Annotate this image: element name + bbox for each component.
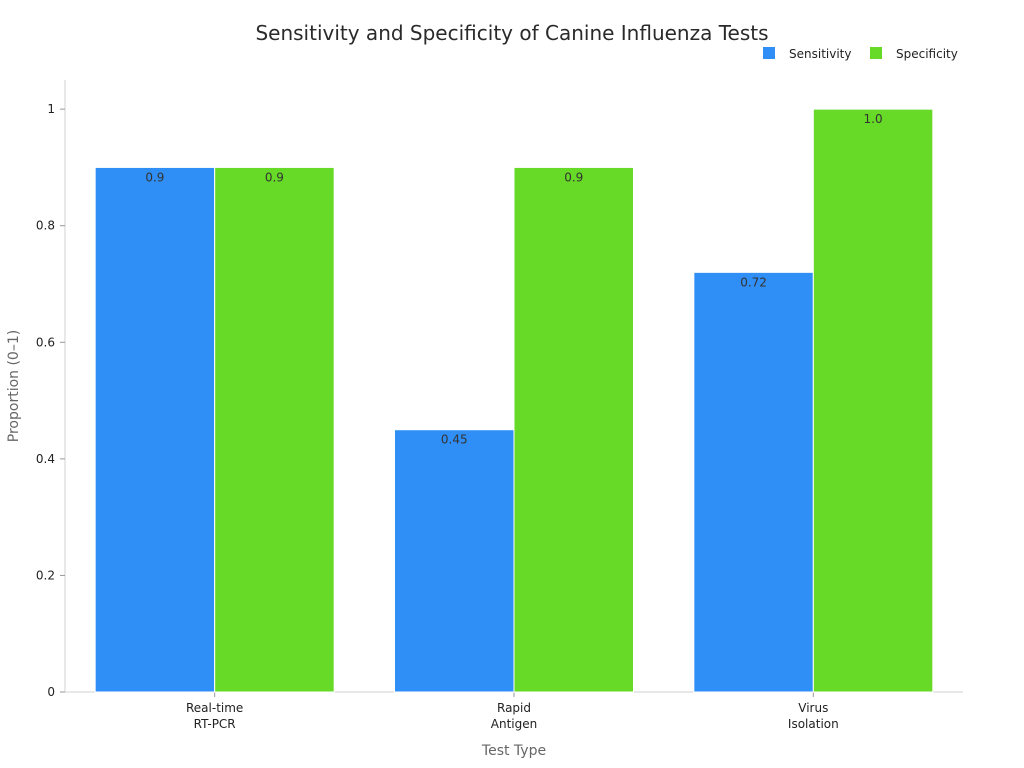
x-axis-title: Test Type [481,743,546,759]
bar-sensitivity [94,166,216,693]
data-label: 0.9 [265,170,284,184]
bar-specificity [214,166,335,693]
bar-sensitivity [693,271,814,693]
legend: Sensitivity Specificity [763,47,958,61]
x-tick-label: Rapid Antigen [491,701,537,731]
legend-swatch-specificity [870,47,882,59]
data-label: 0.72 [740,275,767,289]
data-labels: 0.9 0.9 0.45 0.9 0.72 1.0 [145,112,882,447]
y-tick-label: 0.2 [36,568,55,582]
bar-specificity [812,108,934,693]
legend-label-specificity: Specificity [896,47,958,61]
legend-swatch-sensitivity [763,47,775,59]
y-tick-label: 0.8 [36,219,55,233]
x-tick-label: Virus Isolation [788,701,839,731]
bar-specificity [513,166,634,693]
bar-sensitivity [394,429,515,693]
data-label: 0.9 [145,170,164,184]
axes: 0 0.2 0.4 0.6 0.8 1 Real-time RT-PCR Rapid Antige… [36,80,963,731]
y-axis-title: Proportion (0–1) [6,330,22,442]
data-label: 0.9 [564,170,583,184]
bars [94,108,934,693]
y-tick-label: 0.6 [36,335,55,349]
y-tick-label: 1 [47,102,55,116]
chart-title: Sensitivity and Specificity of Canine In… [255,21,768,45]
data-label: 0.45 [441,433,468,447]
legend-label-sensitivity: Sensitivity [789,47,851,61]
data-label: 1.0 [864,112,883,126]
y-tick-label: 0.4 [36,452,55,466]
y-tick-label: 0 [47,685,55,699]
x-tick-label: Real-time RT-PCR [186,701,243,731]
